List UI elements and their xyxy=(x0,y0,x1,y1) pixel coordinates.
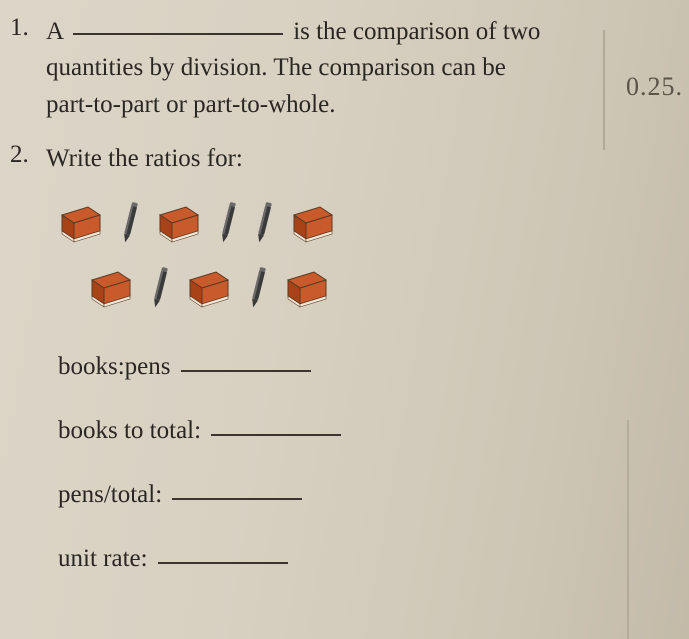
label-unit-rate: unit rate: xyxy=(58,545,148,572)
sub-q-books-total: books to total: xyxy=(58,417,661,445)
pen-icon xyxy=(120,199,140,247)
book-icon xyxy=(88,268,134,308)
label-books-pens: books:pens xyxy=(58,353,171,380)
label-books-total: books to total: xyxy=(58,417,201,444)
book-icon-wrap xyxy=(290,203,336,248)
q1-line3: part-to-part or part-to-whole. xyxy=(46,91,335,118)
blank-books-pens[interactable] xyxy=(181,370,311,372)
page-edge-line xyxy=(627,420,629,639)
book-icon xyxy=(156,203,202,243)
book-icon-wrap xyxy=(186,268,232,313)
q1-line2: quantities by division. The comparison c… xyxy=(46,54,506,81)
blank-pens-total[interactable] xyxy=(172,498,302,500)
icon-row-1 xyxy=(58,199,661,252)
pen-icon-wrap xyxy=(120,199,140,252)
q1-number: 1. xyxy=(10,14,46,42)
book-icon-wrap xyxy=(284,268,330,313)
book-icon xyxy=(290,203,336,243)
q1-body: A is the comparison of two quantities by… xyxy=(46,14,540,123)
book-icon xyxy=(284,268,330,308)
pen-icon-wrap xyxy=(150,264,170,317)
sub-q-books-pens: books:pens xyxy=(58,353,661,381)
pen-icon-wrap xyxy=(254,199,274,252)
book-icon-wrap xyxy=(156,203,202,248)
icon-grid xyxy=(58,199,661,317)
q2-prompt: Write the ratios for: xyxy=(46,141,243,177)
blank-unit-rate[interactable] xyxy=(158,562,288,564)
sub-q-pens-total: pens/total: xyxy=(58,481,661,509)
icon-row-2 xyxy=(88,264,661,317)
pen-icon xyxy=(218,199,238,247)
q1-blank[interactable] xyxy=(73,33,283,35)
q1-lead: A xyxy=(46,18,63,45)
q2-number: 2. xyxy=(10,141,46,169)
pen-icon-wrap xyxy=(248,264,268,317)
margin-rule xyxy=(603,30,605,150)
question-1: 1. A is the comparison of two quantities… xyxy=(10,14,661,123)
pen-icon-wrap xyxy=(218,199,238,252)
pen-icon xyxy=(150,264,170,312)
pen-icon xyxy=(248,264,268,312)
q1-tail1: is the comparison of two xyxy=(293,18,540,45)
label-pens-total: pens/total: xyxy=(58,481,162,508)
sub-q-unit-rate: unit rate: xyxy=(58,545,661,573)
question-2: 2. Write the ratios for: xyxy=(10,141,661,177)
book-icon xyxy=(186,268,232,308)
blank-books-total[interactable] xyxy=(211,434,341,436)
book-icon-wrap xyxy=(88,268,134,313)
book-icon xyxy=(58,203,104,243)
pen-icon xyxy=(254,199,274,247)
book-icon-wrap xyxy=(58,203,104,248)
handwritten-margin-note: 0.25. xyxy=(626,72,683,102)
